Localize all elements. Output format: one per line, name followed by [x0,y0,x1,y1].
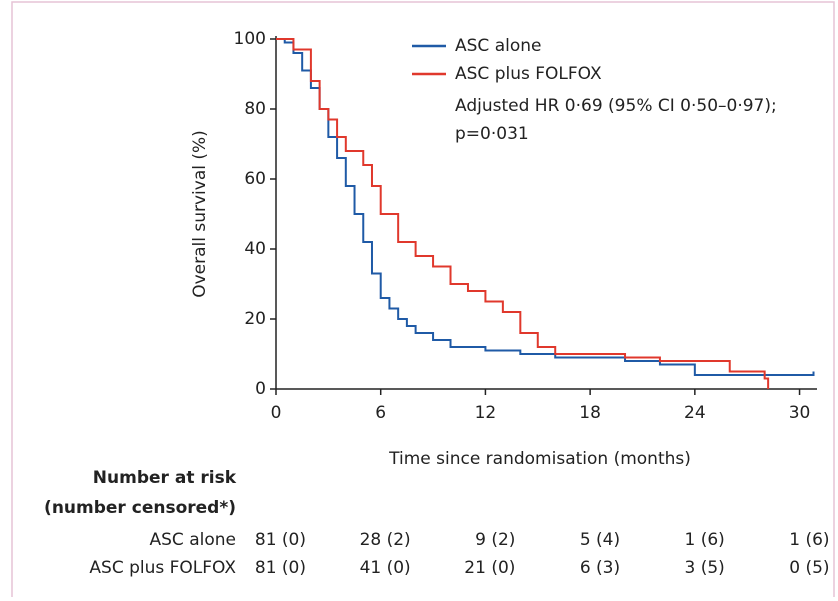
y-axis-label: Overall survival (%) [190,130,210,298]
risk-cell: 81 (0) [255,530,306,550]
risk-cell: 0 (5) [789,558,829,578]
risk-cell: 1 (6) [789,530,829,550]
risk-row-label: ASC plus FOLFOX [89,558,236,578]
risk-subtitle: (number censored*) [44,498,236,518]
risk-row-label: ASC alone [150,530,236,550]
survival-curve [276,38,770,389]
x-tick-label: 24 [684,403,706,423]
y-tick-label: 40 [244,239,266,259]
x-axis-label: Time since randomisation (months) [388,449,691,469]
y-tick-label: 100 [234,29,266,49]
risk-cell: 5 (4) [580,530,620,550]
risk-cell: 9 (2) [475,530,515,550]
y-tick-label: 60 [244,169,266,189]
x-tick-label: 30 [789,403,811,423]
x-tick-label: 18 [579,403,601,423]
risk-cell: 28 (2) [360,530,411,550]
risk-cell: 1 (6) [685,530,725,550]
frame [11,1,835,601]
annotation: p=0·031 [455,124,529,144]
risk-cell: 6 (3) [580,558,620,578]
risk-cell: 81 (0) [255,558,306,578]
risk-cell: 41 (0) [360,558,411,578]
x-tick-label: 0 [271,403,282,423]
legend-label: ASC plus FOLFOX [455,64,602,84]
x-tick-label: 6 [375,403,386,423]
annotation: Adjusted HR 0·69 (95% CI 0·50–0·97); [455,96,777,116]
survival-curve [276,38,815,376]
risk-cell: 3 (5) [685,558,725,578]
x-tick-label: 12 [475,403,497,423]
y-tick-label: 80 [244,99,266,119]
legend-label: ASC alone [455,36,541,56]
y-tick-label: 0 [255,379,266,399]
y-tick-label: 20 [244,309,266,329]
risk-cell: 21 (0) [464,558,515,578]
risk-title: Number at risk [93,468,237,488]
